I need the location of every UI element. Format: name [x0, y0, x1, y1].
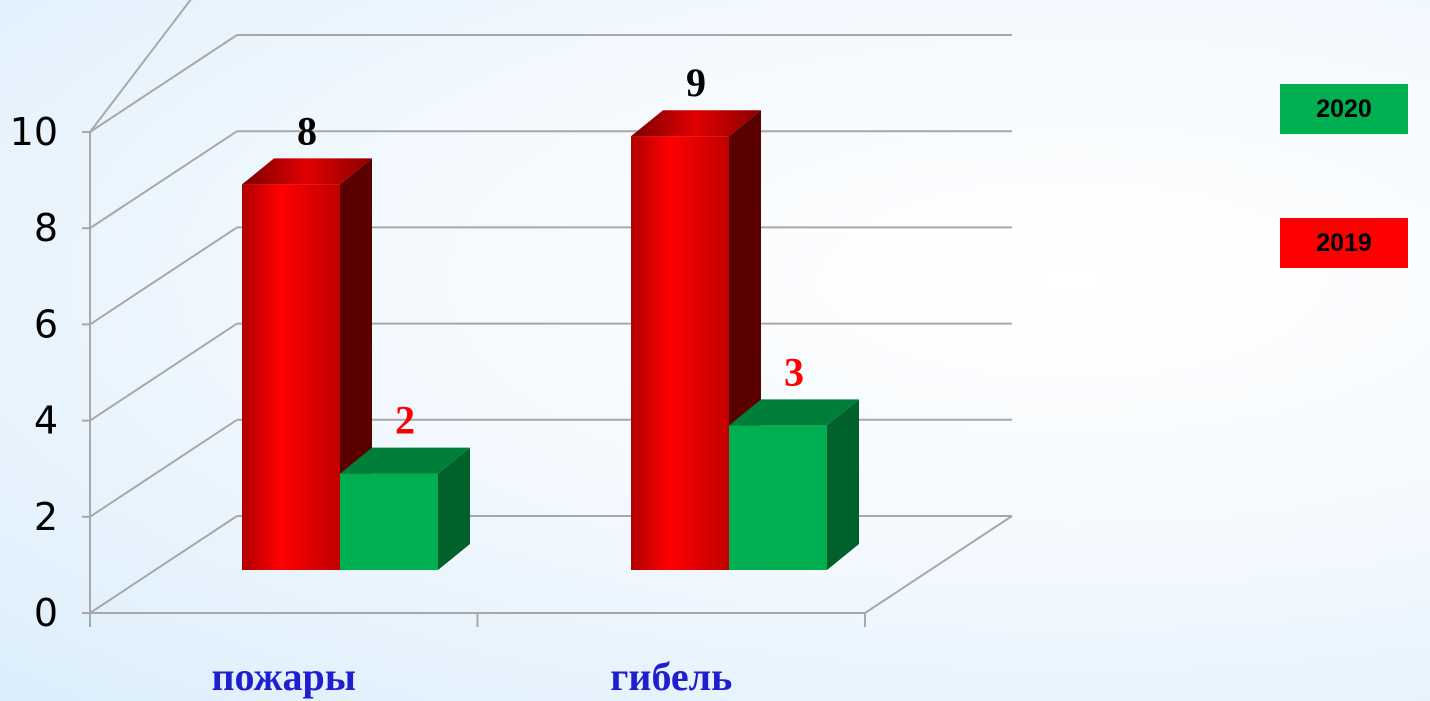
gridline-side: [89, 226, 238, 326]
bar-top: [340, 447, 470, 474]
gridline-side: [89, 322, 238, 422]
gridline-top-side: [89, 0, 192, 133]
bar-front: [631, 136, 729, 570]
floor-edge: [90, 515, 1013, 614]
bar: [631, 110, 761, 570]
gridline-side: [89, 34, 238, 133]
bars: [242, 110, 859, 570]
bar-side: [827, 399, 859, 570]
y-tick-label: 4: [34, 399, 58, 443]
x-category-label: пожары: [211, 654, 356, 699]
y-tick-label: 6: [34, 302, 58, 346]
bar-top: [631, 110, 761, 137]
grid: [89, 0, 1013, 614]
gridline-side: [89, 515, 238, 614]
bar-front: [729, 425, 827, 570]
bar-side: [438, 447, 470, 570]
legend-item: 2020: [1280, 84, 1408, 134]
bar-front: [340, 473, 438, 570]
data-labels: 8 2 9 3: [297, 60, 804, 442]
data-label: 3: [784, 349, 804, 394]
bar-top: [729, 399, 859, 426]
gridline-side: [89, 418, 238, 518]
legend-item: 2019: [1280, 218, 1408, 268]
data-label: 9: [686, 60, 706, 105]
axes: 0 2 4 6 8 10 пожары гибель: [10, 110, 866, 699]
bar-top: [242, 158, 372, 185]
bar: [729, 399, 859, 570]
gridline-side: [89, 130, 238, 230]
y-tick-label: 8: [34, 206, 58, 250]
y-tick-label: 10: [10, 110, 58, 154]
y-tick-label: 0: [34, 591, 58, 635]
data-label: 8: [297, 108, 317, 153]
bar: [340, 447, 470, 570]
data-label: 2: [395, 398, 415, 443]
y-tick-label: 2: [34, 495, 58, 539]
bar-front: [242, 184, 340, 570]
x-category-label: гибель: [610, 654, 732, 699]
